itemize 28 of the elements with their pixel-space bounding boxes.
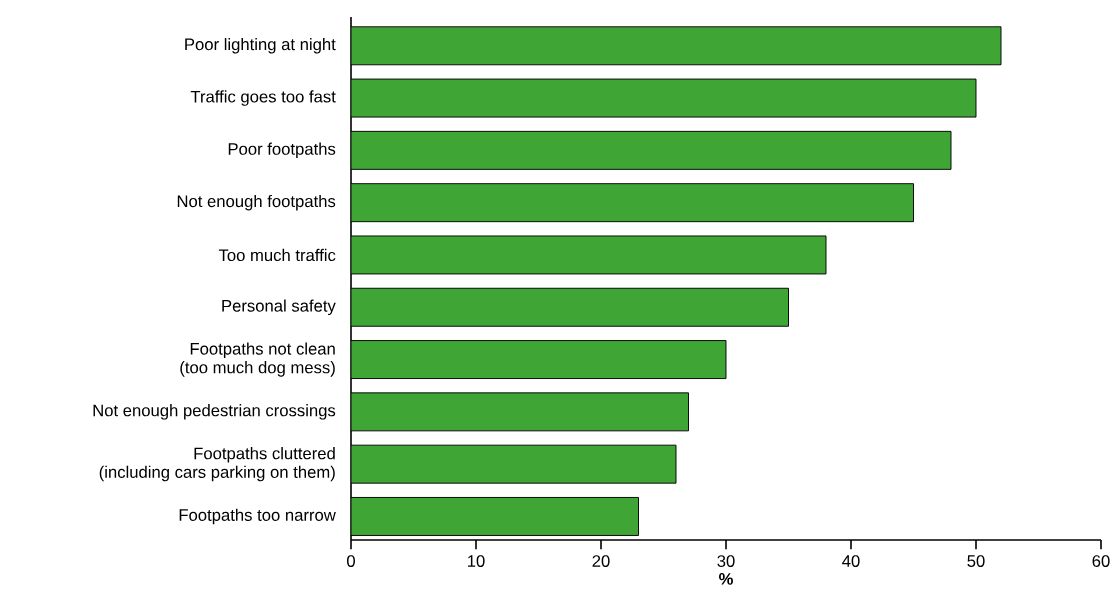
y-tick-label: Personal safety	[222, 299, 336, 316]
bar	[351, 340, 727, 380]
bar	[351, 26, 1002, 66]
x-tick-label: 60	[1092, 555, 1110, 567]
y-tick-label: Footpaths cluttered (including cars parking on them)	[99, 447, 335, 482]
x-tick-label: 40	[842, 555, 860, 567]
bar	[351, 235, 827, 275]
bar	[351, 392, 689, 432]
y-tick-label: Poor lighting at night	[185, 37, 336, 54]
y-tick-label: Too much traffic	[218, 248, 336, 262]
y-tick-label: Poor footpaths	[228, 142, 336, 159]
x-axis-title: %	[719, 572, 733, 585]
x-tick-label: 50	[967, 555, 985, 567]
x-tick-label: 20	[592, 555, 610, 567]
y-tick-label: Not enough pedestrian crossings	[93, 404, 336, 420]
x-tick-label: 30	[717, 555, 735, 567]
bar	[351, 130, 952, 170]
x-tick-label: 0	[347, 555, 355, 567]
bar	[351, 78, 977, 118]
bar	[351, 444, 677, 484]
bar	[351, 183, 914, 223]
y-tick-label: Footpaths too narrow	[179, 508, 336, 525]
y-tick-label: Not enough footpaths	[177, 194, 336, 211]
bar	[351, 287, 789, 327]
bar	[351, 496, 639, 536]
y-tick-label: Footpaths not clean (too much dog mess)	[180, 342, 335, 377]
y-tick-label: Traffic goes too fast	[190, 90, 336, 106]
x-tick-label: 10	[468, 555, 485, 567]
